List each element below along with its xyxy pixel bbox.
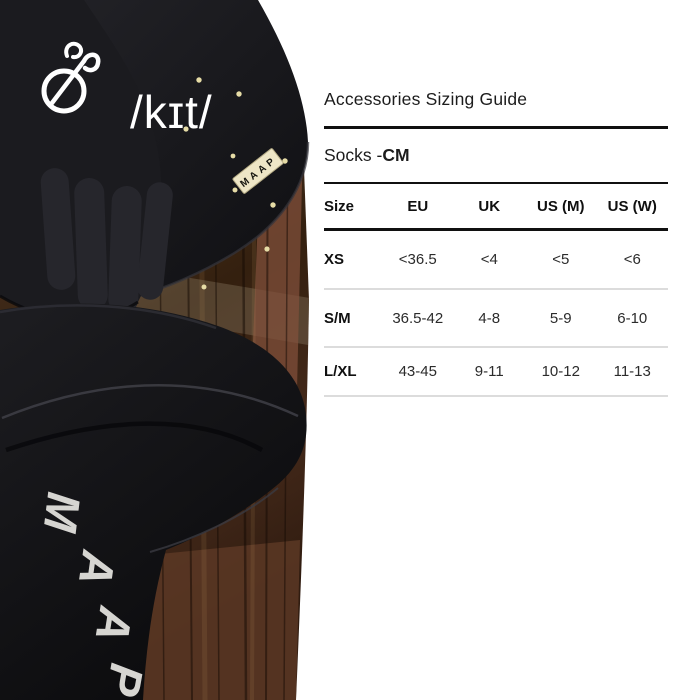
subtitle-unit: CM bbox=[382, 144, 410, 165]
eu-value: <36.5 bbox=[398, 251, 437, 268]
photo-scene: MAAP bbox=[0, 0, 310, 700]
product-photo: MAAP bbox=[0, 0, 315, 700]
bicycle-icon bbox=[41, 41, 101, 114]
col-header-eu: EU bbox=[407, 197, 429, 215]
size-label: S/M bbox=[324, 309, 351, 327]
us-m-value: <5 bbox=[552, 251, 570, 268]
section-subtitle: Socks - CM bbox=[324, 129, 668, 182]
subtitle-prefix: Socks - bbox=[324, 144, 383, 165]
divider-heavy bbox=[324, 126, 668, 129]
us-w-value: 11-13 bbox=[613, 363, 651, 380]
brand-wordmark: /kɪt/ bbox=[130, 86, 213, 138]
eu-value: 36.5-42 bbox=[392, 309, 444, 327]
sock-letter-m: M bbox=[34, 489, 91, 535]
sock-letter-a2: A bbox=[85, 603, 143, 646]
table-row-sm: S/M 36.5-42 4-8 5-9 6-10 bbox=[324, 290, 668, 346]
us-m-value: 5-9 bbox=[549, 309, 572, 327]
table-row-lxl: L/XL 43-45 9-11 10-12 11-13 bbox=[324, 348, 668, 395]
divider-heavy bbox=[324, 228, 668, 231]
sock-letter-a1: A bbox=[69, 547, 126, 589]
col-header-size: Size bbox=[324, 197, 355, 215]
us-w-value: <6 bbox=[623, 251, 641, 268]
sock-lettering: M A A P bbox=[34, 489, 154, 700]
size-label: XS bbox=[324, 251, 345, 268]
uk-value: <4 bbox=[480, 251, 498, 268]
divider-light bbox=[324, 288, 668, 290]
col-header-us-w: US (W) bbox=[607, 197, 657, 215]
uk-value: 9-11 bbox=[474, 363, 504, 380]
divider-light bbox=[324, 346, 668, 348]
col-header-us-m: US (M) bbox=[537, 197, 585, 215]
uk-value: 4-8 bbox=[478, 309, 501, 327]
maap-sock: M A A P bbox=[0, 303, 307, 700]
eu-value: 43-45 bbox=[398, 363, 437, 380]
size-label: L/XL bbox=[324, 363, 357, 380]
brand-logo[interactable]: /kɪt/ bbox=[40, 33, 260, 135]
table-header-row: Size EU UK US (M) US (W) bbox=[324, 184, 668, 228]
sizing-panel: Accessories Sizing Guide Socks - CM Size… bbox=[324, 0, 668, 397]
us-w-value: 6-10 bbox=[617, 309, 648, 327]
divider-heavy bbox=[324, 181, 668, 184]
us-m-value: 10-12 bbox=[541, 363, 580, 380]
divider-light bbox=[324, 395, 668, 397]
col-header-uk: UK bbox=[478, 197, 501, 215]
table-row-xs: XS <36.5 <4 <5 <6 bbox=[324, 231, 668, 288]
page-title: Accessories Sizing Guide bbox=[324, 89, 528, 109]
